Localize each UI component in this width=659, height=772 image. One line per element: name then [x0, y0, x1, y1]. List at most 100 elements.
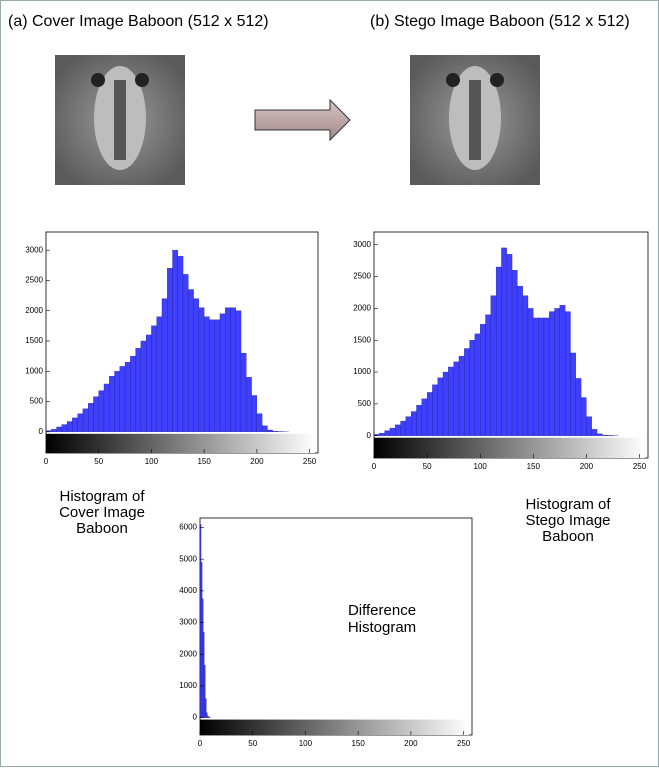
histogram-bar — [83, 409, 88, 432]
histogram-bar — [202, 599, 203, 718]
histogram-bar — [528, 308, 533, 435]
histogram-bar — [220, 314, 225, 432]
histogram-bar — [199, 308, 204, 432]
histogram-bar — [252, 395, 257, 431]
histogram-bar — [406, 417, 411, 436]
histogram-bar — [401, 421, 406, 436]
histogram-bar — [72, 418, 77, 432]
y-tick-label: 2500 — [353, 272, 371, 281]
y-tick-label: 2000 — [179, 649, 197, 658]
histogram-bar — [448, 367, 453, 436]
cover-image — [55, 55, 185, 185]
histogram-bar — [432, 385, 437, 436]
histogram-bar — [209, 320, 214, 432]
caption: Histogram of — [525, 496, 611, 513]
histogram-bar — [491, 296, 496, 436]
histogram-bar — [480, 324, 485, 435]
y-tick-label: 500 — [358, 399, 372, 408]
x-tick-label: 200 — [404, 739, 418, 748]
histogram-bar — [230, 308, 235, 432]
annotation: Difference — [348, 602, 416, 619]
x-tick-label: 250 — [633, 462, 647, 471]
histogram-bar — [385, 431, 390, 436]
stego-image — [410, 55, 540, 185]
caption: Histogram of — [59, 488, 145, 505]
y-tick-label: 0 — [39, 427, 44, 436]
histogram-bar — [200, 524, 201, 717]
histogram-bar — [602, 435, 607, 436]
histogram-bar — [427, 392, 432, 435]
histogram-bar — [78, 414, 83, 432]
y-tick-label: 1000 — [353, 367, 371, 376]
histogram-bar — [201, 562, 202, 717]
histogram-bar — [151, 326, 156, 432]
histogram-bar — [57, 427, 62, 432]
histogram-bar — [208, 717, 209, 718]
y-tick-label: 2000 — [353, 304, 371, 313]
histogram-bar — [173, 250, 178, 432]
x-tick-label: 50 — [94, 457, 103, 466]
histogram-bar — [141, 341, 146, 432]
histogram-bar — [464, 349, 469, 436]
x-tick-label: 150 — [351, 739, 365, 748]
histogram-bar — [99, 391, 104, 432]
histogram-bar — [470, 340, 475, 435]
cover-title: (a) Cover Image Baboon (512 x 512) — [8, 13, 269, 30]
histogram-bar — [125, 362, 130, 432]
histogram-bar — [533, 318, 538, 436]
histogram-bar — [203, 632, 204, 718]
histogram-bar — [167, 268, 172, 431]
histogram-bar — [67, 422, 72, 432]
histogram-bar — [130, 356, 135, 432]
x-tick-label: 150 — [527, 462, 541, 471]
histogram-bar — [205, 699, 206, 718]
x-tick-label: 200 — [250, 457, 264, 466]
stego-title: (b) Stego Image Baboon (512 x 512) — [370, 13, 630, 30]
histogram-bar — [486, 315, 491, 436]
histogram-bar — [517, 286, 522, 436]
histogram-bar — [93, 397, 98, 432]
colorbar — [200, 720, 469, 735]
histogram-bar — [273, 431, 278, 432]
y-tick-label: 3000 — [353, 240, 371, 249]
histogram-bar — [454, 362, 459, 436]
histogram-bar — [549, 312, 554, 436]
histogram-bar — [570, 353, 575, 436]
x-tick-label: 0 — [44, 457, 49, 466]
caption: Baboon — [542, 528, 594, 545]
histogram-bar — [443, 372, 448, 436]
colorbar — [46, 434, 315, 453]
y-tick-label: 1000 — [179, 681, 197, 690]
histogram-bar — [438, 378, 443, 436]
histogram-bar — [162, 299, 167, 432]
histogram-bar — [188, 290, 193, 432]
caption: Baboon — [76, 520, 128, 537]
histogram-bar — [475, 334, 480, 436]
y-tick-label: 2000 — [25, 306, 43, 315]
y-tick-label: 0 — [193, 713, 198, 722]
x-tick-label: 250 — [457, 739, 471, 748]
y-tick-label: 5000 — [179, 554, 197, 563]
histogram-bar — [120, 366, 125, 431]
x-tick-label: 50 — [248, 739, 257, 748]
histogram-bar — [416, 405, 421, 436]
histogram-bar — [592, 429, 597, 435]
x-tick-label: 200 — [580, 462, 594, 471]
histogram-bar — [523, 296, 528, 436]
y-tick-label: 1000 — [25, 366, 43, 375]
histogram-bar — [62, 425, 67, 432]
histogram-bar — [459, 356, 464, 436]
histogram-bar — [257, 414, 262, 432]
y-tick-label: 500 — [30, 397, 44, 406]
histogram-bar — [262, 426, 267, 432]
histogram-bar — [183, 274, 188, 431]
histogram-bar — [115, 371, 120, 432]
histogram-bar — [512, 270, 517, 436]
histogram-bar — [422, 399, 427, 436]
histogram-bar — [157, 317, 162, 432]
histogram-bar — [507, 254, 512, 435]
histogram-bar — [379, 433, 384, 436]
histogram-bar — [204, 317, 209, 432]
